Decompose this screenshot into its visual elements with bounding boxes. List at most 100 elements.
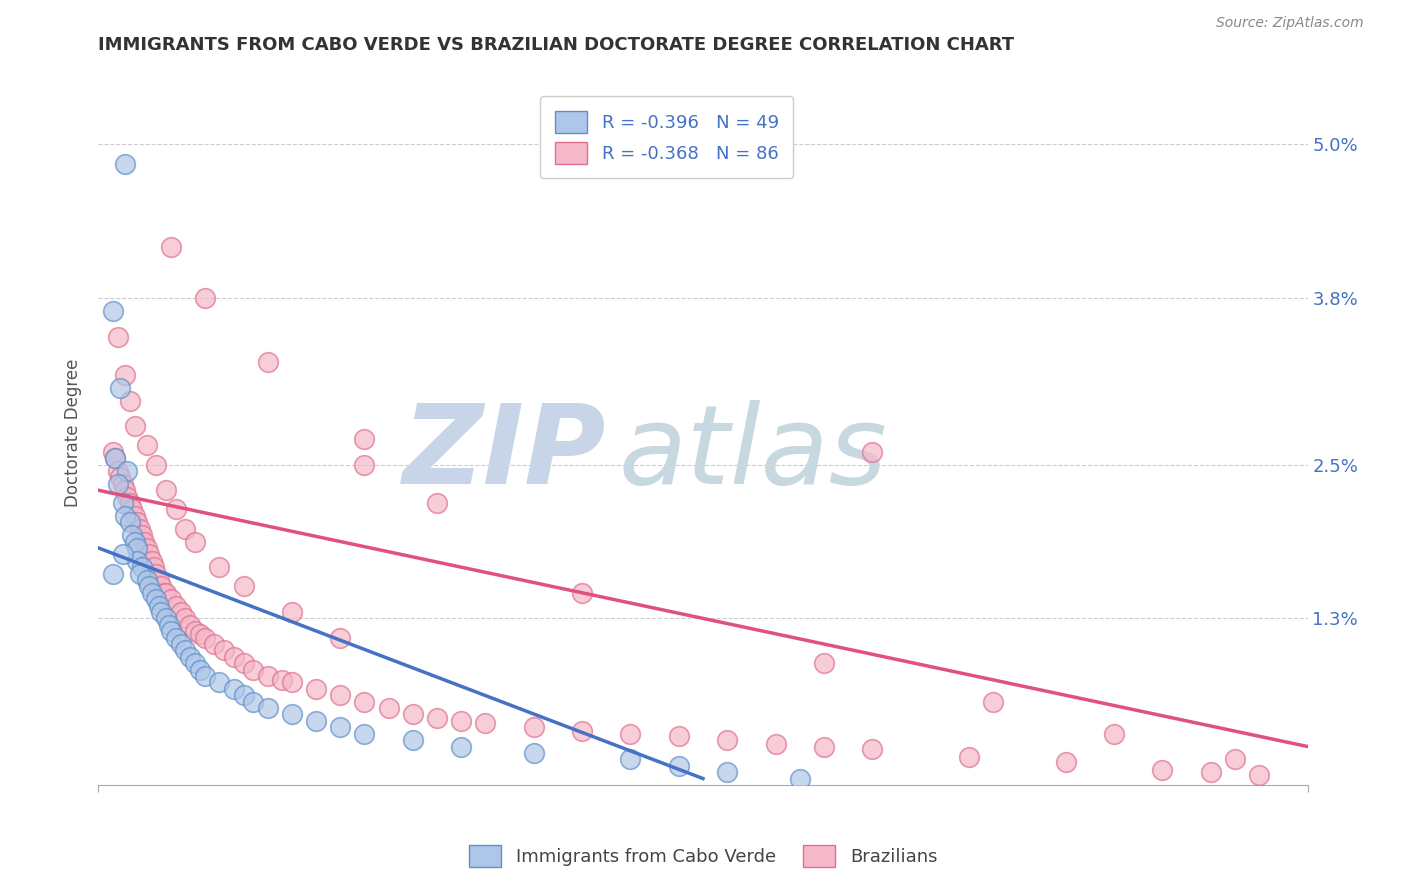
Point: [127, 516, 149, 530]
Point: [208, 675, 231, 690]
Point: [860, 445, 883, 459]
Point: [232, 579, 254, 593]
Point: [111, 547, 134, 561]
Point: [1223, 752, 1246, 766]
Point: [1249, 768, 1271, 782]
Point: [1102, 727, 1125, 741]
Point: [1054, 755, 1077, 769]
Point: [165, 502, 187, 516]
Point: [128, 522, 150, 536]
Point: [765, 737, 787, 751]
Point: [114, 483, 136, 498]
Point: [281, 675, 304, 690]
Point: [124, 534, 146, 549]
Point: [107, 476, 129, 491]
Point: [117, 464, 139, 478]
Point: [160, 624, 183, 639]
Point: [131, 560, 153, 574]
Point: [305, 714, 328, 728]
Point: [117, 490, 139, 504]
Point: [101, 566, 124, 581]
Point: [155, 586, 177, 600]
Point: [134, 534, 156, 549]
Text: atlas: atlas: [619, 401, 887, 508]
Point: [114, 508, 136, 523]
Point: [104, 451, 127, 466]
Point: [668, 758, 690, 772]
Point: [131, 528, 153, 542]
Point: [232, 657, 254, 671]
Point: [716, 765, 738, 780]
Point: [150, 605, 173, 619]
Y-axis label: Doctorate Degree: Doctorate Degree: [65, 359, 83, 507]
Point: [194, 291, 217, 305]
Point: [184, 624, 207, 639]
Point: [619, 752, 641, 766]
Point: [121, 502, 143, 516]
Point: [450, 739, 472, 754]
Point: [523, 746, 546, 760]
Point: [426, 496, 449, 510]
Point: [157, 617, 180, 632]
Point: [138, 547, 160, 561]
Point: [160, 592, 183, 607]
Point: [571, 724, 593, 739]
Point: [155, 483, 177, 498]
Point: [222, 681, 245, 696]
Point: [571, 586, 593, 600]
Point: [165, 631, 187, 645]
Point: [169, 605, 191, 619]
Point: [212, 643, 235, 657]
Point: [143, 560, 166, 574]
Point: [353, 432, 375, 446]
Point: [101, 445, 124, 459]
Point: [188, 627, 211, 641]
Point: [789, 772, 811, 786]
Point: [127, 554, 149, 568]
Text: IMMIGRANTS FROM CABO VERDE VS BRAZILIAN DOCTORATE DEGREE CORRELATION CHART: IMMIGRANTS FROM CABO VERDE VS BRAZILIAN …: [98, 36, 1015, 54]
Point: [222, 649, 245, 664]
Point: [108, 470, 131, 484]
Point: [145, 592, 167, 607]
Point: [184, 534, 207, 549]
Point: [141, 554, 163, 568]
Legend: Immigrants from Cabo Verde, Brazilians: Immigrants from Cabo Verde, Brazilians: [461, 838, 945, 874]
Point: [305, 681, 328, 696]
Point: [194, 631, 217, 645]
Point: [118, 516, 141, 530]
Point: [128, 566, 150, 581]
Point: [188, 663, 211, 677]
Point: [194, 669, 217, 683]
Text: ZIP: ZIP: [402, 401, 606, 508]
Point: [118, 496, 141, 510]
Point: [813, 657, 835, 671]
Point: [329, 631, 352, 645]
Point: [124, 419, 146, 434]
Point: [174, 522, 197, 536]
Point: [716, 733, 738, 747]
Point: [165, 599, 187, 613]
Point: [204, 637, 226, 651]
Point: [523, 720, 546, 734]
Point: [208, 560, 231, 574]
Point: [450, 714, 472, 728]
Point: [127, 541, 149, 555]
Point: [174, 611, 197, 625]
Legend: R = -0.396   N = 49, R = -0.368   N = 86: R = -0.396 N = 49, R = -0.368 N = 86: [540, 96, 793, 178]
Point: [124, 508, 146, 523]
Point: [474, 716, 496, 731]
Point: [155, 611, 177, 625]
Point: [184, 657, 207, 671]
Point: [402, 707, 425, 722]
Point: [138, 579, 160, 593]
Text: Source: ZipAtlas.com: Source: ZipAtlas.com: [1216, 16, 1364, 29]
Point: [281, 605, 304, 619]
Point: [1152, 763, 1174, 777]
Point: [256, 355, 278, 369]
Point: [118, 393, 141, 408]
Point: [426, 711, 449, 725]
Point: [619, 727, 641, 741]
Point: [101, 304, 124, 318]
Point: [150, 579, 173, 593]
Point: [353, 458, 375, 472]
